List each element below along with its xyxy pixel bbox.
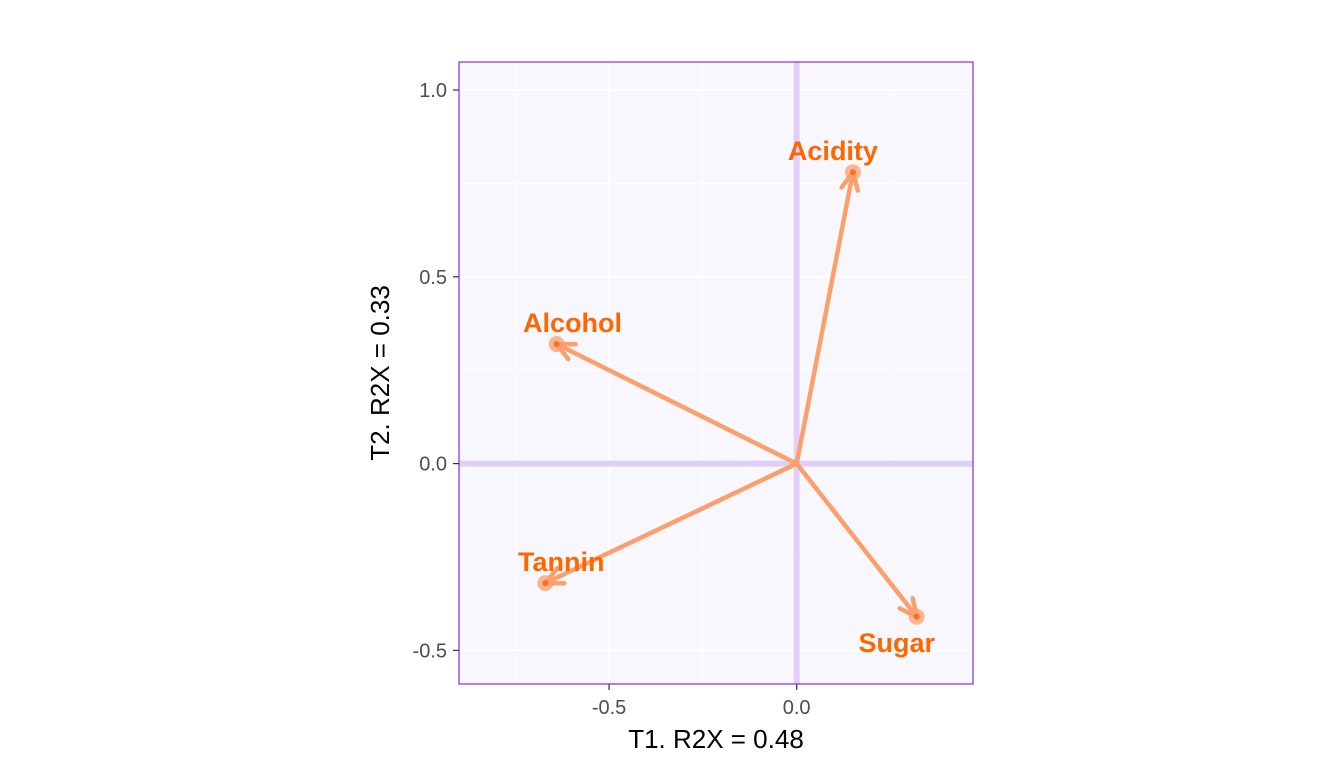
x-tick-label: 0.0 — [783, 697, 811, 719]
variable-labels: Acidity Alcohol Tannin Sugar — [518, 136, 935, 658]
y-axis-title: T2. R2X = 0.33 — [365, 285, 395, 461]
arrow-alcohol — [554, 341, 799, 466]
point-center-sugar — [913, 613, 920, 620]
y-axis-ticks: -0.5 0.0 0.5 1.0 — [413, 80, 459, 662]
x-axis-ticks: -0.5 0.0 — [592, 684, 811, 719]
point-center-acidity — [849, 169, 856, 176]
y-tick-label: 0.0 — [419, 454, 447, 476]
arrow-sugar — [794, 461, 919, 620]
x-tick-label: -0.5 — [592, 697, 626, 719]
arrow-tannin — [543, 461, 799, 586]
x-axis-title: T1. R2X = 0.48 — [628, 724, 804, 754]
y-tick-label: 1.0 — [419, 80, 447, 102]
y-tick-label: -0.5 — [413, 640, 447, 662]
loading-arrows — [537, 164, 925, 625]
label-sugar: Sugar — [858, 628, 935, 658]
reference-lines — [459, 62, 973, 684]
panel-border — [458, 61, 974, 685]
label-acidity: Acidity — [788, 136, 878, 166]
label-alcohol: Alcohol — [523, 308, 622, 338]
point-center-tannin — [542, 580, 549, 587]
y-tick-label: 0.5 — [419, 267, 447, 289]
label-tannin: Tannin — [518, 547, 604, 577]
point-center-alcohol — [553, 341, 560, 348]
arrow-acidity — [794, 169, 856, 466]
